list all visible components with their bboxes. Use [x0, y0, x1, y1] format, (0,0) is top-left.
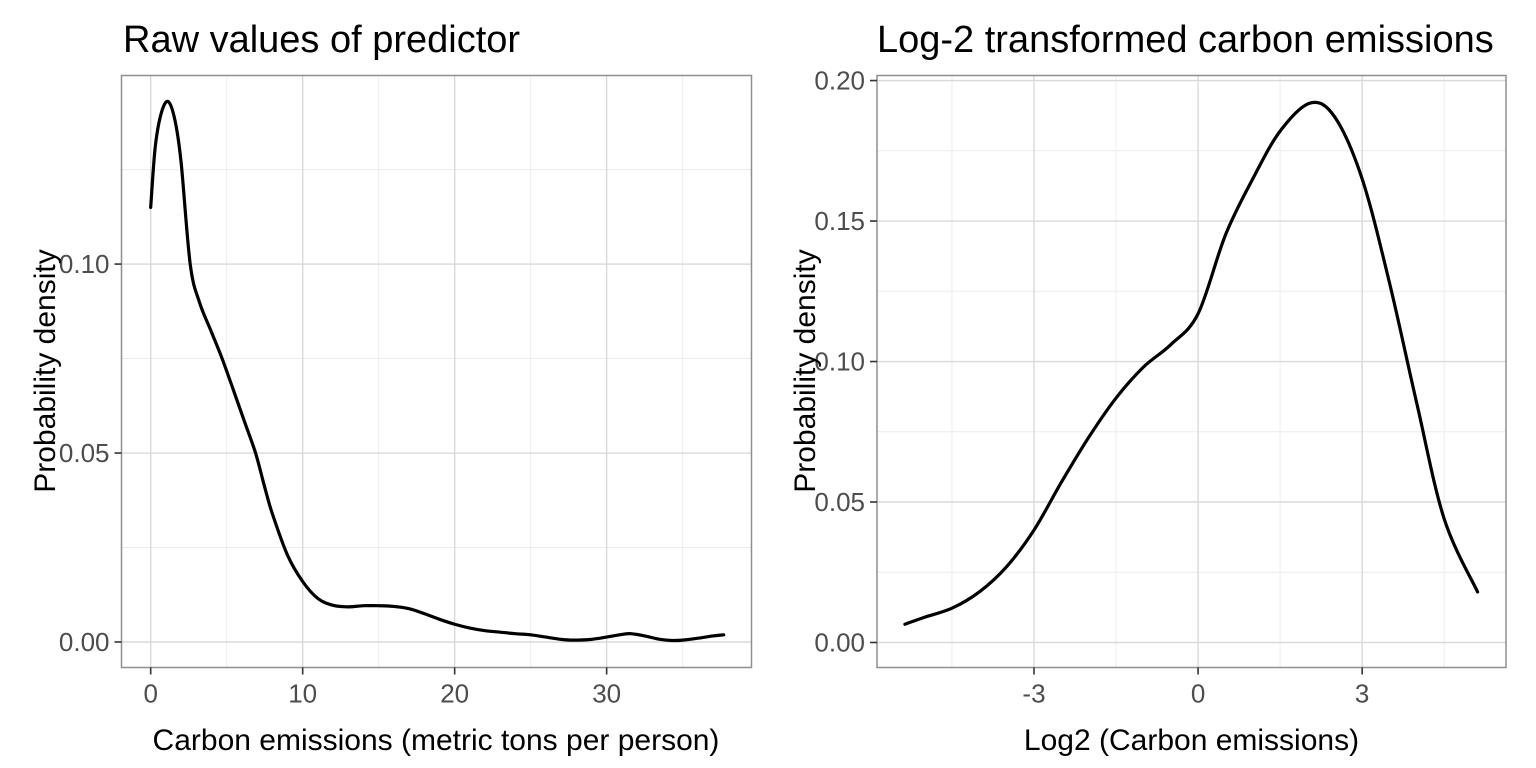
y-tick-label: 0.05: [59, 438, 110, 468]
left-density-figure: 0 10 20 30 0.00 0.05 0.10 Raw values of predic…: [29, 19, 753, 757]
tick-marks: [870, 79, 1363, 675]
right-x-axis-title: Log2 (Carbon emissions): [1023, 724, 1360, 757]
x-tick-label: 3: [1355, 679, 1369, 709]
x-tick-label: 30: [592, 679, 621, 709]
y-tick-label: 0.15: [814, 206, 865, 236]
major-gridlines: [121, 75, 752, 668]
plot-panel-border: [120, 74, 753, 669]
left-y-axis-title: Probability density: [29, 249, 62, 493]
density-curve: [149, 99, 726, 643]
left-density-plot-svg: 0 10 20 30 0.00 0.05 0.10: [59, 74, 753, 709]
right-plot-title: Log-2 transformed carbon emissions: [877, 19, 1494, 61]
x-tick-label: 0: [1191, 679, 1205, 709]
tick-marks: [114, 263, 608, 675]
x-tick-labels: 0 10 20 30: [143, 679, 621, 709]
y-tick-label: 0.00: [814, 627, 865, 657]
y-tick-label: 0.00: [59, 627, 110, 657]
right-density-plot-svg: -3 0 3 0.00 0.05 0.10 0.15 0.20: [814, 66, 1507, 709]
left-x-axis-title: Carbon emissions (metric tons per person…: [152, 724, 720, 757]
y-tick-label: 0.10: [59, 249, 110, 279]
y-tick-label: 0.20: [814, 66, 865, 96]
y-tick-label: 0.10: [814, 347, 865, 377]
x-tick-label: 20: [440, 679, 469, 709]
plot-panel-border: [876, 74, 1507, 669]
density-curve: [903, 100, 1480, 626]
x-tick-label: 0: [143, 679, 157, 709]
right-density-figure: -3 0 3 0.00 0.05 0.10 0.15 0.20 Log-2 transform…: [768, 0, 1536, 768]
x-tick-label: 10: [288, 679, 317, 709]
x-tick-label: -3: [1022, 679, 1045, 709]
left-plot-title: Raw values of predictor: [123, 19, 521, 61]
right-y-axis-title: Probability density: [789, 249, 822, 493]
plot-panel-background: [877, 75, 1506, 668]
minor-gridlines: [121, 75, 752, 668]
plot-panel-background: [121, 75, 752, 668]
y-tick-label: 0.05: [814, 487, 865, 517]
x-tick-labels: -3 0 3: [1022, 679, 1369, 709]
y-tick-labels: 0.00 0.05 0.10: [59, 249, 110, 657]
minor-gridlines: [877, 75, 1506, 668]
y-tick-labels: 0.00 0.05 0.10 0.15 0.20: [814, 66, 865, 658]
